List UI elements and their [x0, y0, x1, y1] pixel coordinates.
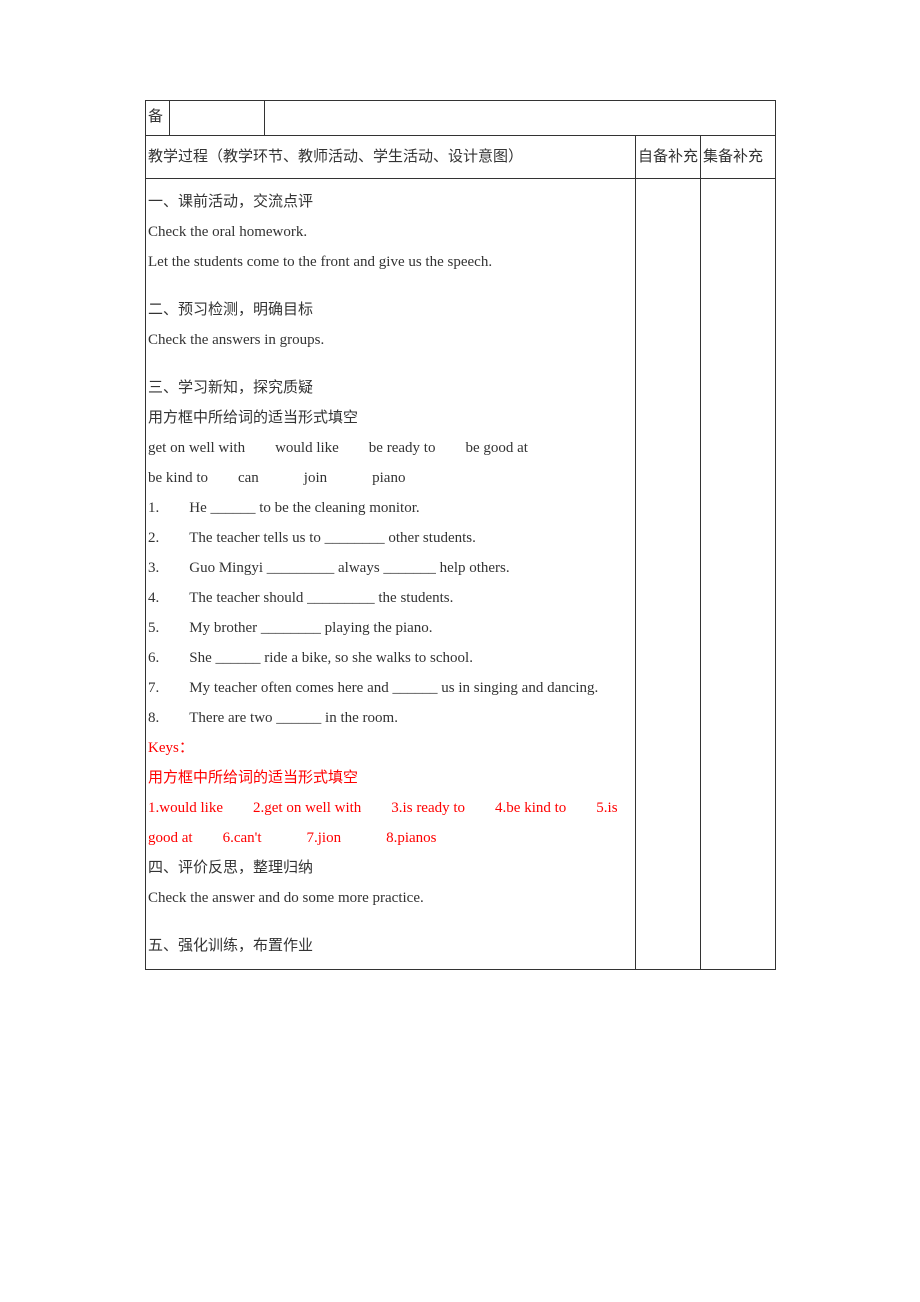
question-item: 1. He ______ to be the cleaning monitor.: [148, 493, 633, 523]
section-title: 三、学习新知，探究质疑: [148, 373, 633, 403]
section-title: 四、评价反思，整理归纳: [148, 853, 633, 883]
table-row: 教学过程（教学环节、教师活动、学生活动、设计意图） 自备补充 集备补充: [146, 136, 776, 179]
body-text: Check the answer and do some more practi…: [148, 883, 633, 913]
spacer: [148, 913, 633, 931]
group-notes-header: 集备补充: [701, 136, 776, 179]
body-text: 用方框中所给词的适当形式填空: [148, 403, 633, 433]
table-row: 备: [146, 101, 776, 136]
word-bank: get on well with would like be ready to …: [148, 433, 633, 463]
question-item: 3. Guo Mingyi _________ always _______ h…: [148, 553, 633, 583]
document-page: 备 教学过程（教学环节、教师活动、学生活动、设计意图） 自备补充 集备补充 一、…: [0, 0, 920, 1302]
table-row: 一、课前活动，交流点评 Check the oral homework. Let…: [146, 179, 776, 970]
question-item: 8. There are two ______ in the room.: [148, 703, 633, 733]
empty-cell: [265, 101, 776, 136]
body-text: Let the students come to the front and g…: [148, 247, 633, 277]
section-title: 一、课前活动，交流点评: [148, 187, 633, 217]
question-item: 4. The teacher should _________ the stud…: [148, 583, 633, 613]
section-title: 五、强化训练，布置作业: [148, 931, 633, 961]
keys-subtitle: 用方框中所给词的适当形式填空: [148, 763, 633, 793]
question-item: 5. My brother ________ playing the piano…: [148, 613, 633, 643]
self-notes-header: 自备补充: [636, 136, 701, 179]
body-text: Check the answers in groups.: [148, 325, 633, 355]
answer-line: 1.would like 2.get on well with 3.is rea…: [148, 793, 633, 823]
question-item: 6. She ______ ride a bike, so she walks …: [148, 643, 633, 673]
question-item: 7. My teacher often comes here and _____…: [148, 673, 633, 703]
process-header-cell: 教学过程（教学环节、教师活动、学生活动、设计意图）: [146, 136, 636, 179]
body-text: Check the oral homework.: [148, 217, 633, 247]
section-title: 二、预习检测，明确目标: [148, 295, 633, 325]
lesson-plan-table: 备 教学过程（教学环节、教师活动、学生活动、设计意图） 自备补充 集备补充 一、…: [145, 100, 776, 970]
main-content-cell: 一、课前活动，交流点评 Check the oral homework. Let…: [146, 179, 636, 970]
self-notes-cell: [636, 179, 701, 970]
keys-label: Keys：: [148, 733, 633, 763]
question-item: 2. The teacher tells us to ________ othe…: [148, 523, 633, 553]
empty-cell: [170, 101, 265, 136]
spacer: [148, 277, 633, 295]
answer-line: good at 6.can't 7.jion 8.pianos: [148, 823, 633, 853]
group-notes-cell: [701, 179, 776, 970]
word-bank: be kind to can join piano: [148, 463, 633, 493]
spacer: [148, 355, 633, 373]
row-label-cell: 备: [146, 101, 170, 136]
